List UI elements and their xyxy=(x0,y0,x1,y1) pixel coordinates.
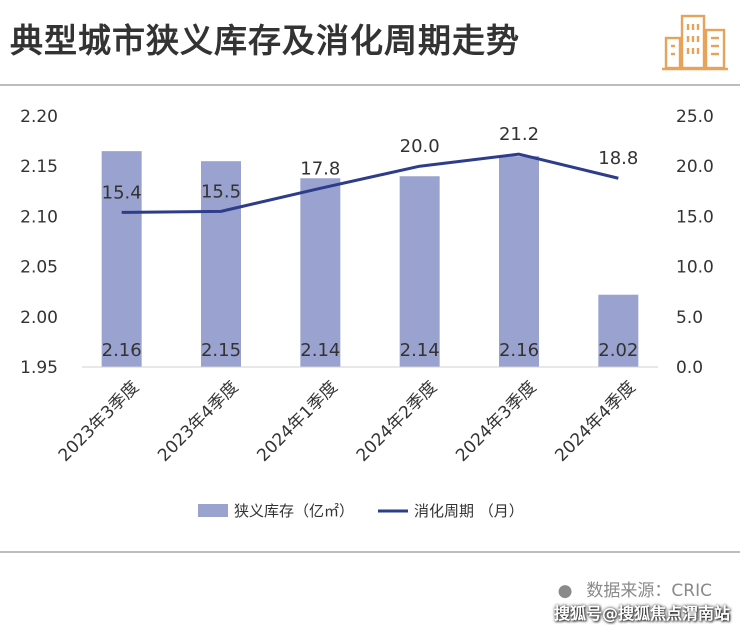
legend-bar-label: 狭义库存（亿㎡） xyxy=(234,502,354,520)
y-left-tick-label: 2.00 xyxy=(20,308,58,328)
city-buildings-icon xyxy=(662,14,728,71)
x-tick-label: 2024年2季度 xyxy=(353,377,441,465)
x-tick-label: 2024年3季度 xyxy=(452,377,540,465)
x-tick-label: 2024年1季度 xyxy=(253,377,341,465)
header-divider xyxy=(0,84,740,86)
y-left-tick-label: 2.15 xyxy=(20,157,58,177)
watermark-text: 搜狐号@搜狐焦点渭南站 xyxy=(553,604,730,623)
x-tick-label: 2024年4季度 xyxy=(551,377,639,465)
line-value-label: 15.5 xyxy=(201,181,241,202)
bar-value-label: 2.15 xyxy=(201,340,241,361)
y-right-tick-label: 15.0 xyxy=(676,207,714,227)
source-text: 数据来源：CRIC xyxy=(586,581,712,601)
footer-divider xyxy=(0,551,740,553)
bar xyxy=(300,178,341,367)
x-tick-label: 2023年3季度 xyxy=(55,377,143,465)
line-value-label: 21.2 xyxy=(499,124,539,145)
x-tick-label: 2023年4季度 xyxy=(154,377,242,465)
line-value-label: 15.4 xyxy=(102,182,142,203)
bar xyxy=(201,161,241,367)
line-value-label: 20.0 xyxy=(400,136,440,157)
bar-value-label: 2.16 xyxy=(102,340,142,361)
y-right-tick-label: 25.0 xyxy=(676,107,714,127)
bar-value-label: 2.14 xyxy=(400,340,440,361)
bar-value-label: 2.16 xyxy=(499,340,539,361)
y-left-tick-label: 1.95 xyxy=(20,358,58,378)
bar-value-label: 2.14 xyxy=(300,340,340,361)
source-note: ● 数据来源：CRIC xyxy=(558,576,712,601)
y-right-tick-label: 0.0 xyxy=(676,358,703,378)
legend-bar-swatch xyxy=(198,504,228,517)
line-value-label: 18.8 xyxy=(598,148,638,169)
line-value-label: 17.8 xyxy=(300,158,340,179)
bar xyxy=(101,151,142,367)
legend-line-label: 消化周期 （月） xyxy=(414,502,524,520)
bar-value-label: 2.02 xyxy=(598,340,638,361)
y-left-tick-label: 2.10 xyxy=(20,207,58,227)
bar xyxy=(598,294,639,367)
inventory-chart: 2.20 2.15 2.10 2.05 2.00 1.95 25.0 20.0 15.0 10.0… xyxy=(20,107,714,520)
y-right-tick-label: 5.0 xyxy=(676,308,703,328)
bar xyxy=(499,156,539,367)
y-left-tick-label: 2.05 xyxy=(20,258,58,278)
y-left-tick-label: 2.20 xyxy=(20,107,58,127)
series-line xyxy=(121,152,619,214)
chart-title: 典型城市狭义库存及消化周期走势 xyxy=(10,21,520,60)
y-right-tick-label: 10.0 xyxy=(676,258,714,278)
bullet-icon: ● xyxy=(557,581,573,601)
bar xyxy=(399,176,440,367)
y-right-tick-label: 20.0 xyxy=(676,157,714,177)
